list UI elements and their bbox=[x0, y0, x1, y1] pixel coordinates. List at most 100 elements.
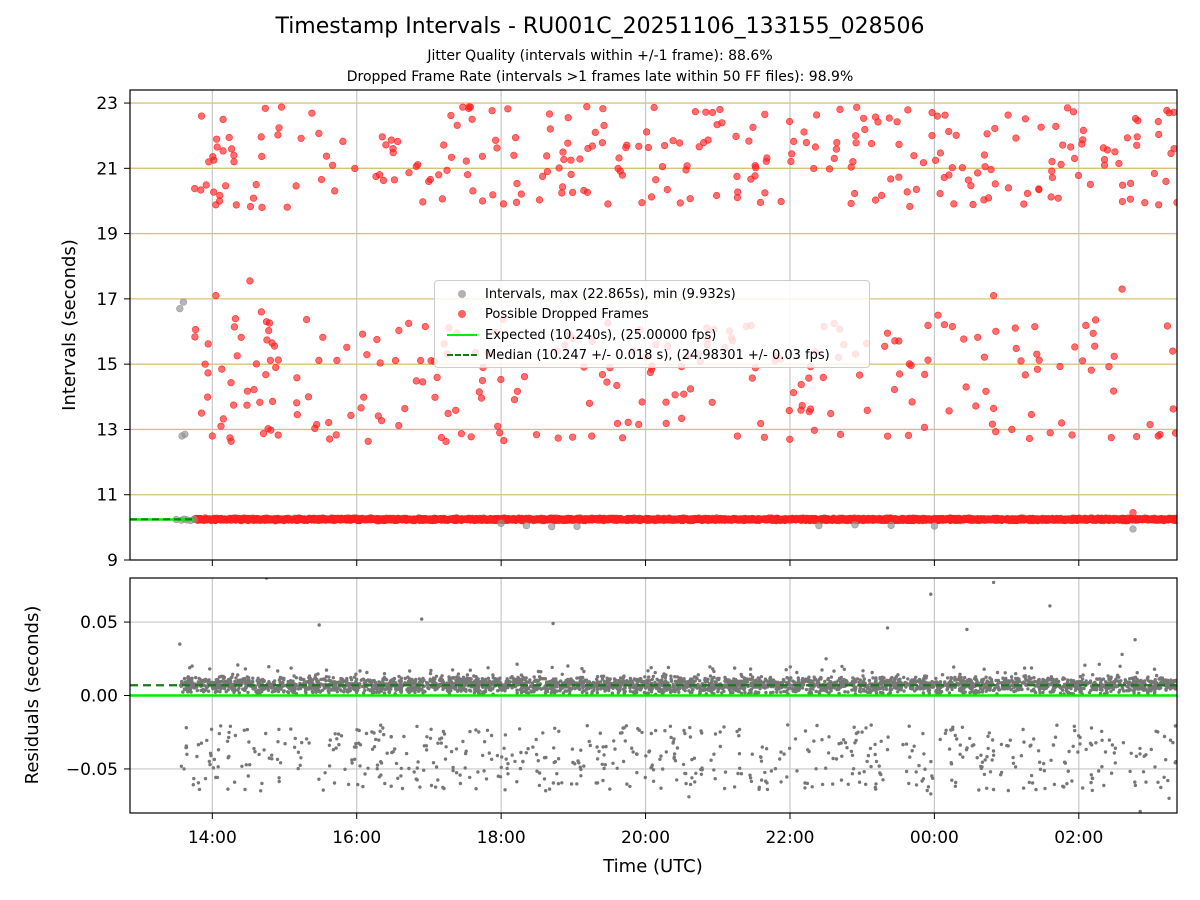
dropped-frame-point bbox=[908, 398, 916, 406]
dropped-frame-point bbox=[1059, 141, 1067, 149]
dropped-frame-point bbox=[546, 125, 554, 133]
dropped-frame-point bbox=[853, 103, 861, 111]
dropped-frame-point bbox=[359, 330, 367, 338]
interval-point bbox=[176, 305, 184, 313]
residual-point bbox=[668, 688, 673, 692]
dropped-frame-point bbox=[447, 111, 455, 120]
residual-point bbox=[324, 668, 329, 672]
dropped-frame-point bbox=[568, 515, 576, 523]
residual-point bbox=[403, 676, 407, 681]
dropped-frame-point bbox=[399, 515, 407, 523]
dropped-frame-point bbox=[1106, 515, 1114, 523]
interval-point bbox=[548, 523, 556, 531]
dropped-frame-point bbox=[510, 151, 518, 159]
dropped-frame-point bbox=[863, 406, 871, 415]
dropped-frame-point bbox=[936, 149, 945, 157]
dropped-frame-point bbox=[1134, 117, 1142, 125]
dropped-frame-point bbox=[274, 431, 282, 439]
dropped-frame-point bbox=[224, 516, 233, 524]
dropped-frame-point bbox=[532, 431, 541, 439]
residual-point bbox=[592, 688, 596, 692]
dropped-frame-point bbox=[980, 151, 989, 159]
dropped-frame-point bbox=[757, 420, 765, 428]
residual-point bbox=[649, 690, 654, 694]
interval-point bbox=[522, 522, 531, 530]
dropped-frame-point bbox=[436, 515, 444, 523]
residual-point bbox=[804, 687, 809, 692]
dropped-frame-point bbox=[444, 409, 452, 418]
dropped-frame-point bbox=[252, 181, 260, 189]
dropped-frame-point bbox=[1021, 115, 1030, 123]
residual-point bbox=[472, 691, 477, 695]
dropped-frame-point bbox=[496, 429, 504, 437]
dropped-frame-point bbox=[895, 370, 904, 378]
dropped-frame-point bbox=[333, 356, 341, 365]
dropped-frame-point bbox=[414, 161, 422, 169]
dropped-frame-point bbox=[761, 189, 769, 197]
dropped-frame-point bbox=[197, 186, 205, 194]
dropped-frame-point bbox=[473, 516, 481, 524]
residual-point bbox=[182, 687, 187, 691]
dropped-frame-point bbox=[564, 114, 572, 122]
dropped-frame-point bbox=[443, 166, 451, 174]
dropped-frame-point bbox=[663, 186, 671, 194]
dropped-frame-point bbox=[836, 105, 844, 113]
dropped-frame-point bbox=[1169, 347, 1177, 355]
dropped-frame-point bbox=[785, 117, 794, 126]
residual-point bbox=[428, 671, 433, 676]
dropped-frame-point bbox=[300, 516, 308, 524]
dropped-frame-point bbox=[319, 514, 327, 522]
dropped-frame-point bbox=[319, 333, 327, 341]
dropped-frame-point bbox=[545, 110, 554, 118]
dropped-frame-point bbox=[513, 387, 522, 395]
dropped-frame-point bbox=[785, 407, 793, 415]
residual-point bbox=[868, 688, 872, 692]
dropped-frame-point bbox=[967, 182, 975, 190]
dropped-frame-point bbox=[756, 198, 765, 206]
dropped-frame-point bbox=[1004, 184, 1013, 192]
dropped-frame-point bbox=[405, 169, 413, 177]
dropped-frame-point bbox=[705, 515, 713, 524]
dropped-frame-point bbox=[1129, 509, 1137, 517]
dropped-frame-point bbox=[504, 105, 512, 113]
dropped-frame-point bbox=[647, 193, 656, 201]
residual-point bbox=[876, 687, 881, 691]
intervals-y-tick-label: 15 bbox=[96, 355, 118, 375]
residual-point bbox=[902, 675, 906, 680]
dropped-frame-point bbox=[447, 153, 456, 161]
residual-point bbox=[784, 668, 788, 672]
interval-point bbox=[1129, 525, 1137, 533]
residual-point bbox=[903, 680, 907, 685]
dropped-frame-point bbox=[924, 321, 932, 330]
dropped-frame-point bbox=[613, 381, 621, 390]
dropped-frame-point bbox=[702, 108, 710, 116]
dropped-frame-point bbox=[805, 374, 813, 382]
dropped-frame-point bbox=[830, 154, 838, 162]
dropped-frame-point bbox=[789, 389, 798, 397]
dropped-frame-point bbox=[825, 165, 834, 173]
dropped-frame-point bbox=[258, 203, 266, 211]
dropped-frame-point bbox=[274, 356, 282, 364]
dropped-frame-point bbox=[1123, 134, 1131, 142]
dropped-frame-point bbox=[1170, 145, 1177, 153]
dropped-frame-point bbox=[658, 163, 667, 171]
dropped-frame-point bbox=[425, 177, 433, 186]
dropped-frame-point bbox=[543, 168, 552, 176]
dropped-frame-point bbox=[259, 430, 268, 438]
dropped-frame-point bbox=[1048, 514, 1056, 523]
dropped-frame-point bbox=[905, 360, 914, 368]
dropped-frame-point bbox=[1162, 516, 1170, 524]
dropped-frame-point bbox=[635, 420, 643, 429]
residual-point bbox=[878, 690, 883, 695]
dropped-frame-point bbox=[1035, 356, 1043, 364]
dropped-frame-point bbox=[811, 143, 820, 151]
dropped-frame-point bbox=[395, 326, 403, 335]
dropped-frame-point bbox=[469, 187, 477, 195]
residual-point bbox=[575, 676, 579, 680]
residual-point bbox=[982, 667, 986, 671]
residual-point bbox=[892, 678, 897, 682]
dropped-frame-point bbox=[259, 516, 267, 524]
dropped-frame-point bbox=[348, 515, 357, 523]
dropped-frame-point bbox=[1087, 515, 1095, 523]
